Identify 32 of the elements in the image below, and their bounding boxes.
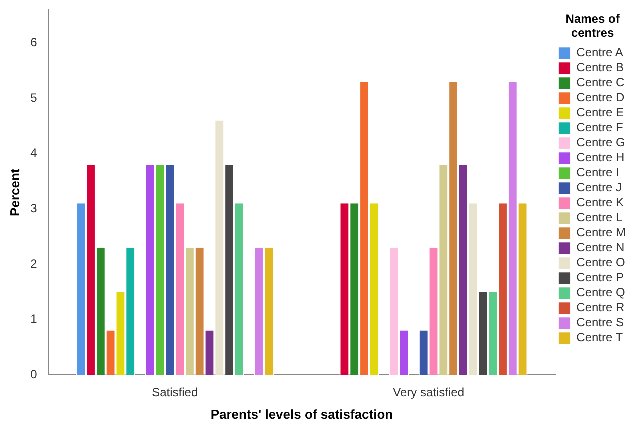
legend-label: Centre R [576,300,626,315]
legend-label: Centre C [576,76,626,90]
legend-label: Centre E [576,106,624,120]
y-tick-label: 1 [30,312,38,326]
legend-label: Centre B [576,60,624,75]
legend-title: Names of centres [564,12,621,40]
legend-label: Centre H [576,150,625,165]
legend-label: Centre M [576,226,626,240]
legend-label: Centre O [576,256,626,270]
legend-label: Centre S [576,316,624,330]
legend-label: Centre K [576,196,624,210]
legend-label: Centre T [576,330,624,345]
y-tick-label: 3 [30,201,38,216]
x-tick-label: Very satisfied [393,386,464,400]
legend-label: Centre N [576,240,625,255]
y-tick-label: 6 [30,36,38,50]
legend-label: Centre A [576,46,624,60]
legend-label: Centre I [576,166,620,180]
x-tick-label: Satisfied [152,386,198,400]
legend-label: Centre P [576,270,624,285]
y-tick-label: 5 [30,90,38,105]
legend-label: Centre L [576,210,624,225]
x-axis-title: Parents' levels of satisfaction [210,406,394,422]
y-tick-label: 2 [30,256,38,271]
legend-label: Centre F [576,120,624,135]
legend-label: Centre G [576,136,626,150]
legend-label: Centre Q [576,286,626,300]
legend-label: Centre J [576,180,622,195]
legend-label: Centre D [576,90,626,105]
y-tick-label: 4 [30,146,38,160]
y-tick-label: 0 [30,367,38,382]
y-axis-title: Percent [7,168,22,216]
